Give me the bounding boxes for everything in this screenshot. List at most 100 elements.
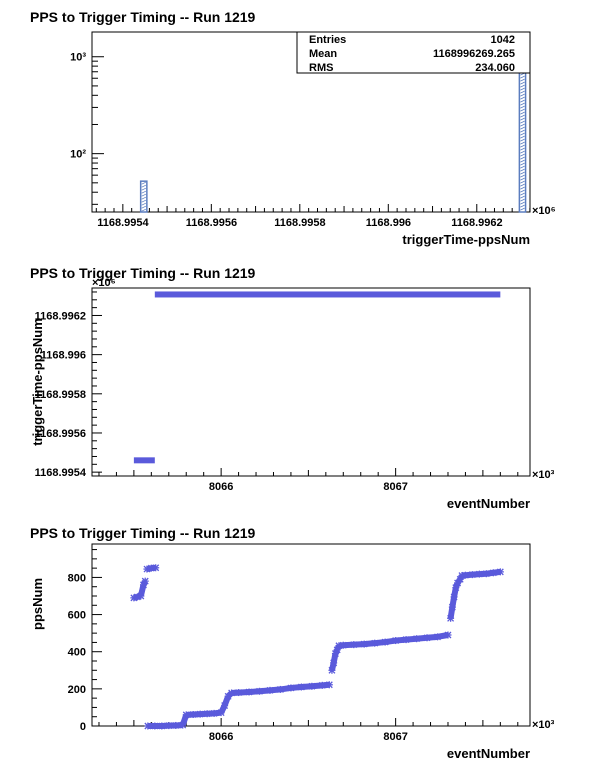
y-tick-label: 1168.9954 bbox=[35, 467, 87, 479]
data-point bbox=[158, 722, 166, 730]
histogram-bar-hatch bbox=[520, 189, 525, 193]
stats-mean-label: Mean bbox=[309, 48, 337, 60]
data-point bbox=[228, 689, 236, 697]
data-point bbox=[360, 640, 368, 648]
histogram-bar-hatch bbox=[520, 123, 525, 127]
histogram-bar-hatch bbox=[141, 187, 147, 191]
histogram-bar-hatch bbox=[141, 184, 147, 188]
y-tick-label: 600 bbox=[68, 610, 86, 622]
data-point bbox=[423, 634, 431, 642]
histogram-bar-hatch bbox=[520, 207, 525, 211]
data-point bbox=[444, 631, 452, 639]
data-point bbox=[196, 710, 204, 718]
histogram-bar-hatch bbox=[141, 199, 147, 203]
x-tick-label: 8066 bbox=[209, 731, 233, 743]
x-axis-multiplier: ×10³ bbox=[532, 719, 555, 731]
data-point bbox=[461, 571, 469, 579]
x-tick-label: 1168.9956 bbox=[186, 217, 237, 229]
histogram-bar-hatch bbox=[520, 177, 525, 181]
x-tick-label: 1168.996 bbox=[366, 217, 411, 229]
histogram-bar-hatch bbox=[520, 117, 525, 121]
stats-entries-label: Entries bbox=[309, 34, 346, 46]
y-tick-label: 800 bbox=[68, 572, 86, 584]
histogram-bar-hatch bbox=[520, 120, 525, 124]
x-axis-label: eventNumber bbox=[447, 746, 530, 761]
histogram-bar-hatch bbox=[520, 135, 525, 139]
histogram-bar-hatch bbox=[520, 183, 525, 187]
y-axis-label: triggerTime-ppsNum bbox=[30, 318, 45, 446]
data-point bbox=[137, 592, 145, 600]
y-tick-label: 1168.9958 bbox=[35, 389, 86, 401]
histogram-bar-hatch bbox=[520, 204, 525, 208]
histogram-bar-hatch bbox=[520, 81, 525, 85]
y-axis-multiplier: ×10⁶ bbox=[92, 277, 116, 289]
chart-panel-2: PPS to Trigger Timing -- Run 1219 8066 806… bbox=[0, 258, 596, 514]
histogram-bar-hatch bbox=[520, 129, 525, 133]
data-point bbox=[266, 686, 274, 694]
histogram-bar-hatch bbox=[520, 195, 525, 199]
data-point bbox=[489, 569, 497, 577]
stats-entries-value: 1042 bbox=[491, 34, 515, 46]
data-point-band bbox=[154, 291, 501, 298]
data-point bbox=[371, 639, 379, 647]
data-point bbox=[448, 603, 456, 611]
data-point bbox=[496, 568, 504, 576]
x-tick-label: 8067 bbox=[383, 481, 407, 493]
histogram-bar-hatch bbox=[520, 90, 525, 94]
histogram-bar-hatch bbox=[520, 114, 525, 118]
histogram-bar-hatch bbox=[520, 150, 525, 154]
histogram-bar-hatch bbox=[520, 75, 525, 79]
histogram-bar-hatch bbox=[520, 168, 525, 172]
histogram-bar bbox=[139, 180, 148, 213]
histogram-bar-hatch bbox=[141, 196, 147, 200]
chart-panel-3: PPS to Trigger Timing -- Run 1219 8066 806… bbox=[0, 514, 596, 772]
data-point bbox=[221, 702, 229, 710]
data-point bbox=[189, 710, 197, 718]
x-axis-multiplier: ×10⁶ bbox=[532, 205, 556, 217]
histogram-bar-hatch bbox=[520, 165, 525, 169]
stats-mean-value: 1168996269.265 bbox=[433, 48, 515, 60]
data-point bbox=[447, 614, 455, 622]
data-point bbox=[402, 636, 410, 644]
y-tick-label: 10² bbox=[70, 149, 86, 161]
stats-rms-label: RMS bbox=[309, 62, 333, 74]
x-tick-label: 8067 bbox=[383, 731, 407, 743]
histogram-bar-hatch bbox=[520, 156, 525, 160]
data-point bbox=[330, 659, 338, 667]
plot-frame bbox=[91, 543, 531, 727]
plot-frame bbox=[91, 287, 531, 477]
data-point bbox=[308, 682, 316, 690]
y-tick-label: 0 bbox=[80, 721, 86, 733]
histogram-bar-hatch bbox=[520, 180, 525, 184]
stats-box bbox=[296, 31, 531, 74]
trigger-time-scatter-chart: PPS to Trigger Timing -- Run 1219 8066 806… bbox=[30, 265, 555, 511]
histogram-bar-hatch bbox=[520, 96, 525, 100]
data-point bbox=[468, 571, 476, 579]
y-axis-label: ppsNum bbox=[30, 578, 45, 630]
histogram-bar-hatch bbox=[141, 208, 147, 212]
x-tick-label: 1168.9962 bbox=[451, 217, 502, 229]
histogram-bar-hatch bbox=[520, 126, 525, 130]
data-point bbox=[151, 722, 159, 730]
data-point bbox=[152, 564, 160, 572]
y-tick-label: 10³ bbox=[70, 52, 86, 64]
histogram-bar-hatch bbox=[520, 186, 525, 190]
data-point bbox=[482, 570, 490, 578]
chart-panel-1: PPS to Trigger Timing -- Run 1219 1168.99… bbox=[0, 0, 596, 258]
data-point-band bbox=[133, 457, 155, 464]
histogram-bar-hatch bbox=[520, 111, 525, 115]
histogram-bar-hatch bbox=[520, 87, 525, 91]
data-point bbox=[165, 722, 173, 730]
data-point bbox=[318, 681, 326, 689]
data-point bbox=[179, 721, 187, 729]
histogram-bar-hatch bbox=[520, 171, 525, 175]
histogram-bar-hatch bbox=[520, 159, 525, 163]
histogram-bar-hatch bbox=[520, 153, 525, 157]
data-point bbox=[245, 688, 253, 696]
data-point bbox=[276, 685, 284, 693]
y-tick-label: 200 bbox=[68, 684, 86, 696]
data-point bbox=[475, 570, 483, 578]
data-point bbox=[325, 681, 333, 689]
data-point bbox=[141, 577, 149, 585]
chart-title: PPS to Trigger Timing -- Run 1219 bbox=[30, 265, 256, 281]
